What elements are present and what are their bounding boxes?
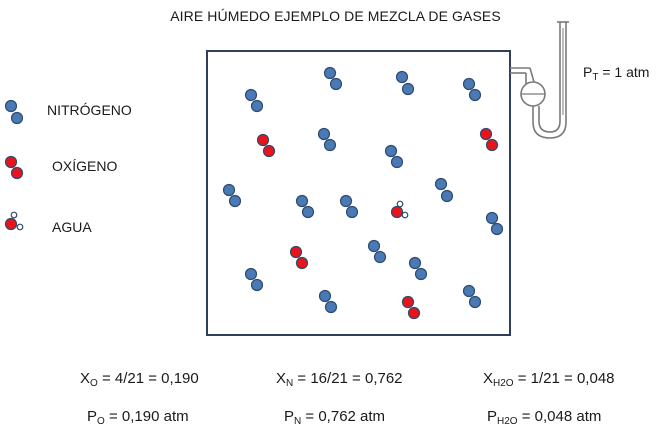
diagram-title: AIRE HÚMEDO EJEMPLO DE MEZCLA DE GASES — [170, 8, 501, 24]
legend-water-icon — [4, 211, 24, 231]
nitrogen-molecule — [367, 239, 387, 264]
nitrogen-molecule — [318, 289, 338, 314]
legend-nitrogen-label: NITRÓGENO — [47, 102, 132, 118]
partial-pressure-water: PH2O = 0,048 atm — [487, 408, 602, 427]
oxygen-molecule — [256, 133, 276, 158]
nitrogen-molecule — [244, 267, 264, 292]
nitrogen-molecule — [462, 284, 482, 309]
water-molecule — [390, 200, 409, 219]
nitrogen-molecule — [384, 144, 404, 169]
total-pressure-label: PT = 1 atm — [583, 64, 650, 83]
nitrogen-molecule — [395, 70, 415, 96]
legend-oxygen-icon — [4, 155, 24, 180]
nitrogen-molecule — [462, 77, 482, 102]
nitrogen-molecule — [339, 194, 359, 219]
legend-oxygen-label: OXÍGENO — [52, 158, 118, 174]
nitrogen-molecule — [295, 194, 315, 219]
nitrogen-molecule — [244, 88, 264, 113]
oxygen-molecule — [289, 245, 309, 270]
gas-container — [206, 50, 511, 336]
nitrogen-molecule — [408, 256, 428, 281]
nitrogen-molecule — [485, 211, 504, 236]
legend-nitrogen-icon — [4, 99, 24, 125]
partial-pressure-oxygen: PO = 0,190 atm — [87, 408, 189, 427]
oxygen-molecule — [479, 127, 499, 152]
nitrogen-molecules — [222, 66, 504, 314]
oxygen-molecule — [401, 295, 421, 320]
manometer-icon — [510, 21, 569, 139]
oxygen-molecules — [256, 127, 499, 320]
nitrogen-molecule — [323, 66, 343, 91]
mole-fraction-water: XH2O = 1/21 = 0,048 — [483, 370, 615, 389]
partial-pressure-nitrogen: PN = 0,762 atm — [284, 408, 386, 427]
nitrogen-molecule — [317, 127, 337, 152]
nitrogen-molecule — [222, 183, 242, 208]
mole-fraction-nitrogen: XN = 16/21 = 0,762 — [276, 370, 403, 389]
nitrogen-molecule — [434, 177, 454, 203]
mole-fraction-oxygen: XO = 4/21 = 0,190 — [80, 370, 199, 389]
legend-water-label: AGUA — [52, 219, 92, 235]
